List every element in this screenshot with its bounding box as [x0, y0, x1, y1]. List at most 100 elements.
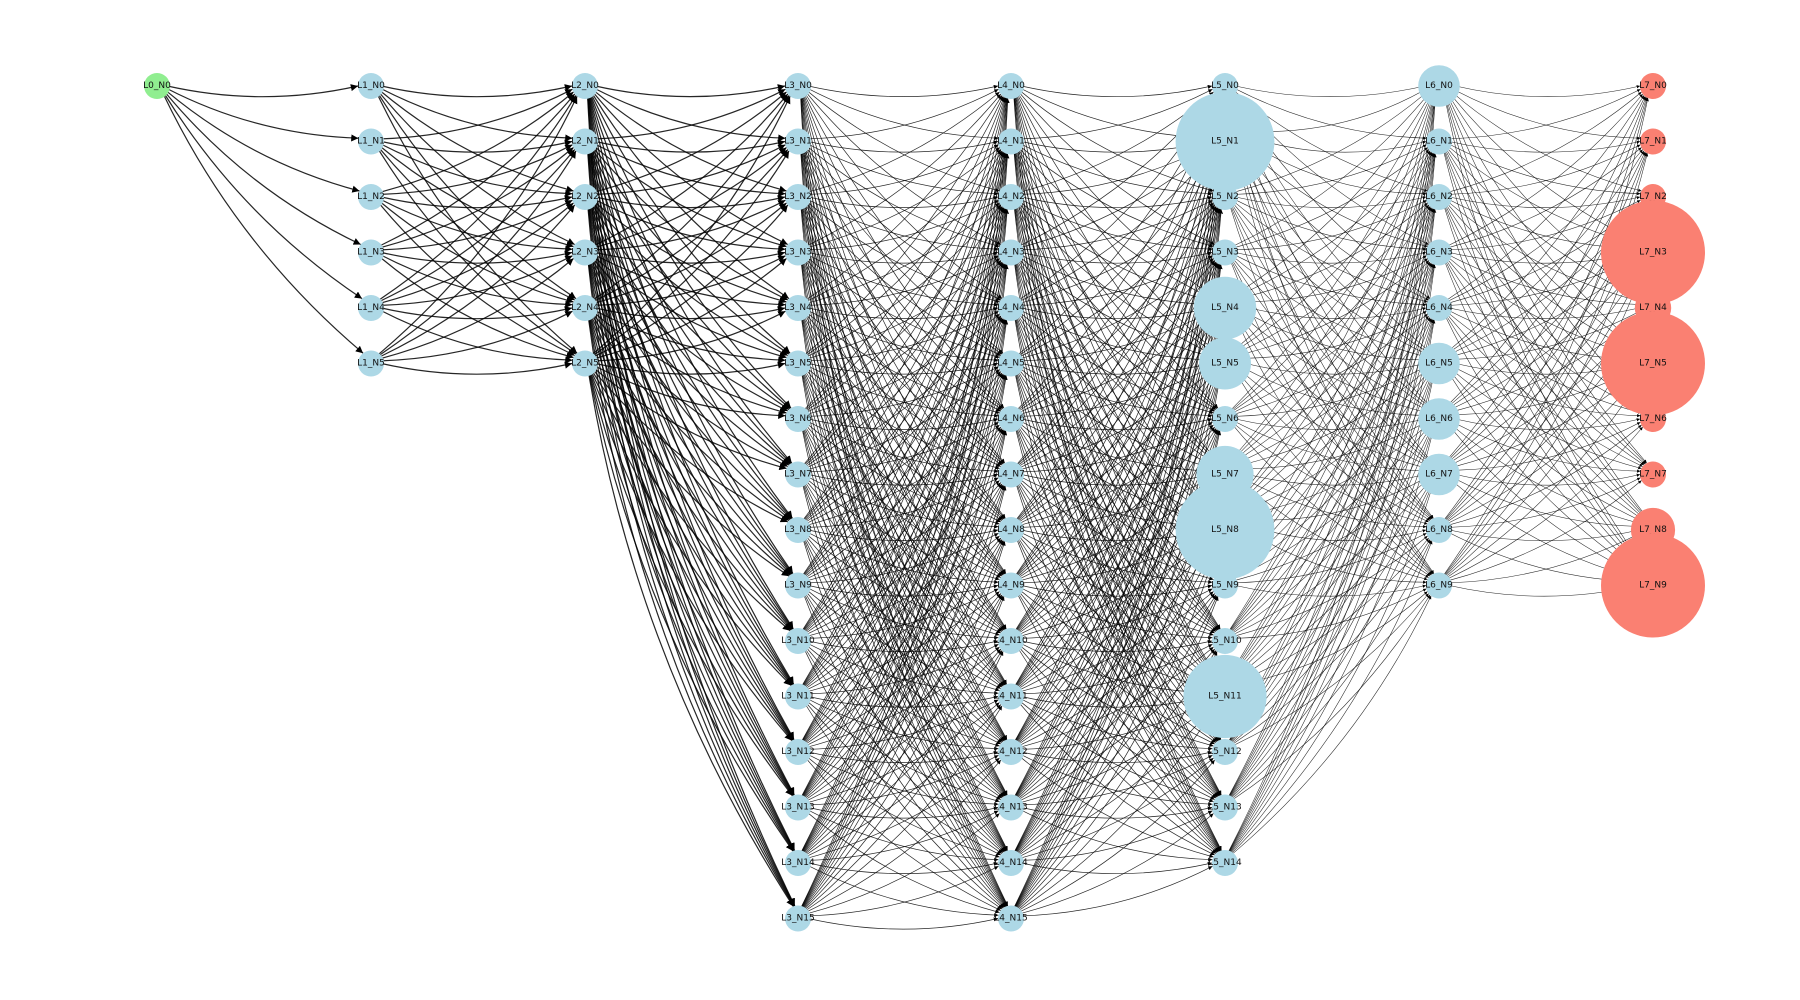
edge-L2_N4-L3_N5	[594, 310, 786, 364]
node-circle-L5_N6	[1212, 406, 1238, 432]
edge-L3_N12-L4_N1	[801, 153, 1009, 743]
node-circle-L4_N14	[998, 850, 1024, 876]
edge-L3_N14-L4_N5	[801, 375, 1008, 854]
edge-L2_N0-L3_N11	[587, 95, 795, 685]
edge-L3_N13-L4_N2	[801, 209, 1009, 798]
edge-L1_N2-L2_N1	[381, 144, 573, 195]
edge-L2_N5-L3_N7	[593, 367, 787, 471]
edge-L3_N12-L4_N7	[804, 484, 1004, 745]
node-L4_N13: L4_N13	[994, 794, 1028, 821]
edge-L4_N1-L5_N12	[1014, 151, 1221, 740]
edge-L2_N0-L3_N0	[595, 84, 786, 98]
edge-L5_N13-L6_N2	[1228, 209, 1436, 798]
edge-L3_N3-L4_N3	[808, 251, 999, 264]
edge-L5_N13-L6_N0	[1227, 99, 1437, 798]
node-label-L6_N4: L6_N4	[1425, 303, 1453, 313]
node-L4_N3: L4_N3	[997, 239, 1025, 266]
edge-L3_N2-L4_N0	[807, 91, 1000, 193]
node-L5_N6: L5_N6	[1211, 406, 1239, 432]
edge-L2_N2-L3_N13	[587, 206, 795, 796]
node-label-L3_N13: L3_N13	[781, 803, 814, 813]
edge-L3_N10-L4_N0	[801, 98, 1008, 632]
edge-L3_N4-L4_N3	[808, 255, 999, 306]
edge-L3_N2-L4_N11	[801, 206, 1007, 685]
edge-L3_N12-L4_N0	[800, 98, 1009, 743]
edge-L3_N10-L4_N13	[805, 647, 1001, 800]
edge-L6_N5-L7_N0	[1449, 96, 1646, 351]
edge-L5_N14-L6_N0	[1227, 99, 1437, 854]
edge-L5_N10-L6_N5	[1231, 374, 1431, 634]
node-circle-L5_N13	[1212, 794, 1238, 821]
edge-L3_N0-L4_N4	[804, 93, 1003, 299]
edge-L3_N13-L4_N8	[804, 540, 1004, 800]
node-circle-L2_N2	[572, 184, 598, 210]
edge-L3_N10-L4_N4	[803, 318, 1005, 633]
node-label-L4_N0: L4_N0	[997, 81, 1025, 91]
node-circle-L4_N5	[998, 350, 1024, 377]
edge-L3_N15-L4_N13	[807, 813, 1000, 915]
edge-L2_N2-L3_N6	[591, 204, 790, 411]
edge-L6_N2-L7_N7	[1445, 205, 1646, 465]
edge-L3_N11-L4_N4	[802, 319, 1006, 688]
edge-L6_N0-L7_N0	[1455, 85, 1641, 97]
edge-L5_N7-L6_N4	[1242, 315, 1429, 461]
edge-L2_N0-L3_N7	[589, 94, 793, 464]
node-label-L3_N2: L3_N2	[784, 192, 812, 202]
node-circle-L4_N6	[998, 406, 1024, 432]
node-circle-L1_N0	[358, 73, 384, 99]
node-label-L5_N13: L5_N13	[1208, 803, 1241, 813]
edge-L3_N9-L4_N0	[801, 97, 1008, 577]
node-group: L0_N0 L1_N0 L1_N1 L1_N2 L1_N3 L1_N4 L1_N5 L2_N0…	[143, 65, 1705, 932]
edge-L2_N3-L3_N15	[587, 262, 795, 907]
edge-L5_N14-L6_N9	[1231, 595, 1432, 856]
edge-L4_N2-L5_N13	[1014, 206, 1221, 796]
node-label-L5_N12: L5_N12	[1208, 747, 1241, 757]
node-label-L1_N0: L1_N0	[357, 81, 385, 91]
edge-L1_N0-L2_N3	[378, 92, 575, 246]
edge-L4_N1-L5_N10	[1014, 151, 1221, 630]
edge-L4_N11-L5_N13	[1019, 701, 1214, 803]
edge-L3_N15-L4_N7	[802, 486, 1007, 910]
node-circle-L1_N2	[358, 184, 384, 210]
edge-L3_N12-L4_N10	[807, 646, 1000, 748]
node-circle-L6_N1	[1426, 128, 1452, 155]
edge-L4_N14-L5_N8	[1016, 541, 1218, 855]
edge-L3_N9-L4_N15	[803, 594, 1005, 908]
edge-L4_N8-L5_N1	[1015, 153, 1219, 522]
edge-L4_N6-L5_N1	[1017, 152, 1217, 412]
edge-L4_N2-L5_N2	[1021, 195, 1213, 209]
edge-L3_N4-L4_N2	[807, 202, 1000, 304]
edge-L3_N6-L4_N10	[804, 426, 1003, 632]
edge-L1_N5-L2_N0	[377, 96, 578, 356]
edge-L3_N14-L4_N8	[803, 540, 1005, 855]
node-label-L5_N6: L5_N6	[1211, 414, 1239, 424]
node-L2_N4: L2_N4	[571, 295, 599, 321]
node-label-L4_N9: L4_N9	[997, 581, 1025, 591]
node-L5_N3: L5_N3	[1211, 239, 1239, 266]
edge-L3_N10-L4_N12	[806, 645, 1000, 747]
node-label-L5_N3: L5_N3	[1211, 248, 1239, 258]
node-L5_N4: L5_N4	[1193, 276, 1257, 340]
edge-L5_N1-L6_N6	[1248, 172, 1431, 409]
edge-L4_N13-L5_N0	[1013, 98, 1224, 798]
node-L1_N4: L1_N4	[357, 295, 385, 321]
edge-L4_N11-L5_N2	[1014, 208, 1222, 688]
node-circle-L7_N0	[1640, 73, 1666, 99]
edge-L6_N6-L7_N7	[1454, 422, 1641, 473]
node-circle-L3_N7	[785, 461, 811, 488]
node-L4_N5: L4_N5	[997, 350, 1025, 377]
edge-L4_N2-L5_N3	[1020, 199, 1213, 252]
edge-L5_N12-L6_N3	[1228, 264, 1435, 743]
edge-L5_N12-L6_N7	[1231, 485, 1431, 745]
edge-L4_N15-L5_N9	[1016, 596, 1219, 911]
node-label-L7_N1: L7_N1	[1639, 137, 1667, 147]
node-L6_N0: L6_N0	[1418, 65, 1460, 107]
edge-L5_N11-L6_N5	[1242, 375, 1432, 669]
edge-L5_N13-L6_N9	[1232, 594, 1431, 801]
node-L3_N14: L3_N14	[781, 850, 815, 876]
edge-L5_N7-L6_N9	[1245, 484, 1428, 581]
edge-L4_N7-L5_N10	[1018, 480, 1215, 634]
edge-L5_N5-L6_N1	[1239, 150, 1431, 349]
node-circle-L4_N3	[998, 239, 1024, 266]
edge-L2_N1-L3_N0	[595, 88, 786, 140]
